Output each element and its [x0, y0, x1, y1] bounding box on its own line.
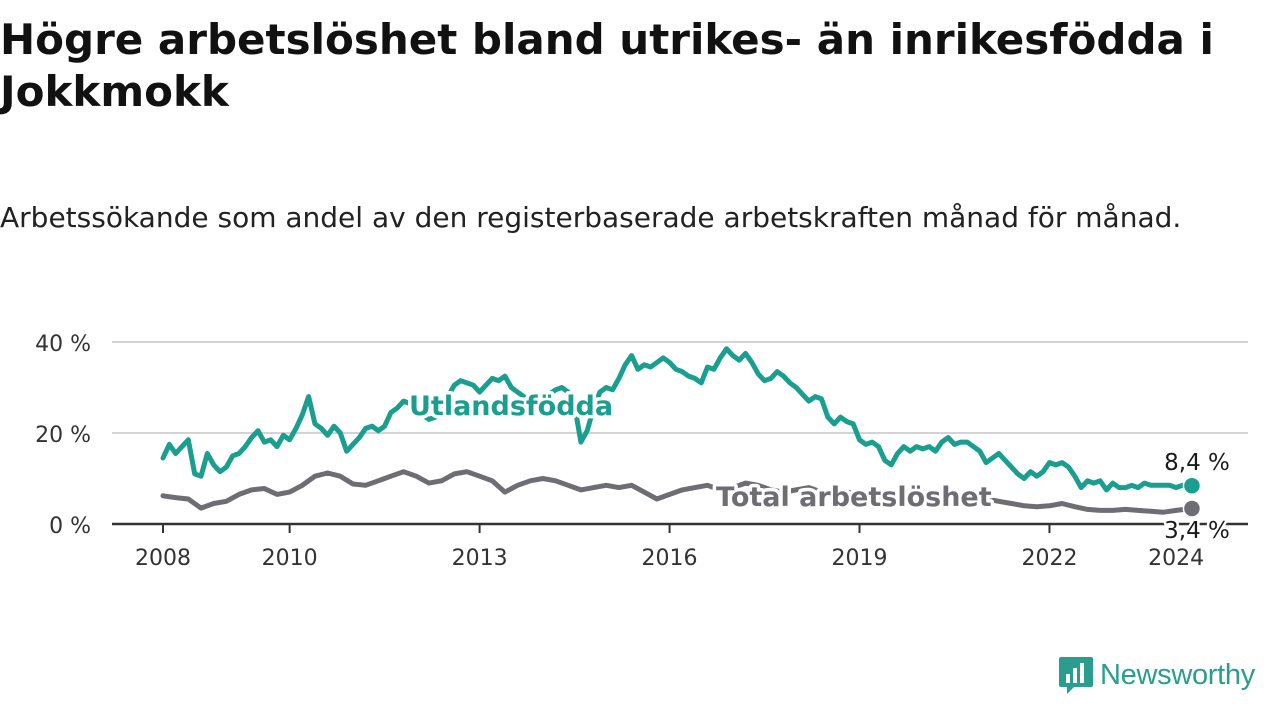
newsworthy-wordmark: Newsworthy — [1100, 658, 1255, 691]
y-tick-label-0: 0 % — [49, 514, 91, 539]
x-tick-label-2010: 2010 — [262, 546, 318, 571]
chart-title: Högre arbetslöshet bland utrikes- än inr… — [0, 15, 1214, 116]
end-value-label-utlandsf-dda: 8,4 % — [1164, 450, 1230, 476]
newsworthy-brand: Newsworthy — [1058, 655, 1255, 695]
y-tick-label-20: 20 % — [35, 423, 91, 448]
series-label-total-arbetsl-shet: Total arbetslöshet — [716, 482, 992, 513]
x-tick-label-2019: 2019 — [832, 546, 888, 571]
x-tick-label-2022: 2022 — [1021, 546, 1077, 571]
end-value-label-total-arbetsl-shet: 3,4 % — [1164, 518, 1230, 544]
series-line-utlandsf-dda — [160, 346, 1195, 493]
x-tick-label-2008: 2008 — [135, 546, 191, 571]
chart-subtitle: Arbetssökande som andel av den registerb… — [0, 201, 1182, 234]
end-marker-utlandsf-dda — [1182, 476, 1202, 496]
newsworthy-logo-icon — [1059, 657, 1093, 694]
y-tick-label-40: 40 % — [35, 332, 91, 357]
series-label-utlandsf-dda: Utlandsfödda — [409, 391, 613, 422]
end-marker-total-arbetsl-shet — [1182, 499, 1202, 518]
x-tick-label-2024: 2024 — [1148, 546, 1204, 571]
series-line-total-arbetsl-shet — [160, 469, 1195, 515]
x-tick-label-2013: 2013 — [452, 546, 508, 571]
x-tick-label-2016: 2016 — [642, 546, 698, 571]
